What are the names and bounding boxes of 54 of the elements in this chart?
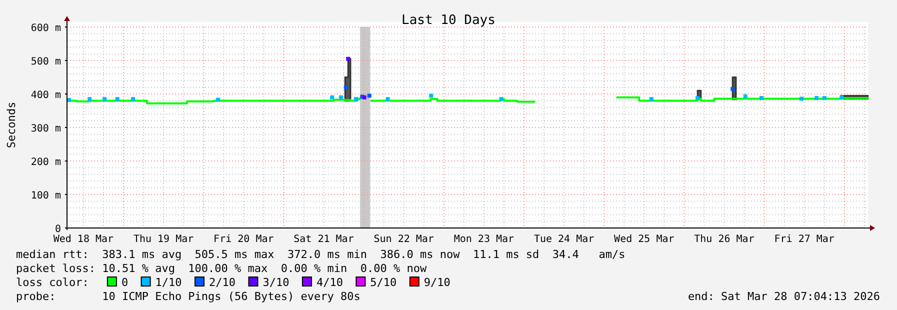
point	[730, 86, 735, 91]
point	[499, 97, 504, 102]
point	[429, 94, 434, 98]
legend-label: 2/10	[209, 276, 236, 289]
point	[696, 96, 700, 100]
point	[102, 97, 107, 102]
point	[760, 96, 764, 100]
x-tick-label: Mon 23 Mar	[454, 234, 514, 245]
y-tick-label: 300 m	[30, 124, 61, 135]
x-tick-label: Sat 21 Mar	[294, 234, 354, 245]
y-tick-label: 500 m	[30, 56, 61, 68]
point	[346, 56, 350, 61]
point	[339, 95, 344, 100]
text: packet loss: 10.51 % avg 100.00 % max 0.00 % min 0.00 % now	[16, 262, 427, 275]
x-tick-label: Fri 20 Mar	[214, 234, 274, 245]
legend-label: 9/10	[424, 276, 450, 289]
x-tick-label: Fri 27 Mar	[774, 234, 834, 245]
point	[130, 97, 135, 102]
legend-label: 0	[121, 276, 128, 289]
x-tick-label: Wed 25 Mar	[614, 234, 674, 245]
point	[840, 95, 844, 100]
point	[814, 96, 819, 100]
x-tick-label: Sun 22 Mar	[374, 234, 434, 245]
y-tick-label: 100 m	[30, 190, 61, 202]
legend-label: 5/10	[370, 276, 397, 289]
text: end: Sat Mar 28 07:04:13 2026	[688, 290, 880, 303]
legend-title: loss color:	[16, 276, 89, 289]
legend-label: 1/10	[155, 276, 182, 289]
legend-label: 3/10	[262, 276, 290, 289]
y-axis-title: Seconds	[5, 102, 18, 148]
legend-label: 4/10	[316, 276, 343, 289]
point	[88, 97, 92, 102]
point	[344, 85, 348, 90]
x-tick-label: Tue 24 Mar	[534, 234, 594, 245]
chart-title: Last 10 Days	[402, 13, 496, 28]
point	[330, 95, 334, 100]
point	[800, 96, 804, 101]
point	[354, 97, 358, 102]
point	[386, 97, 390, 102]
point	[216, 98, 220, 102]
text: median rtt: 383.1 ms avg 505.5 ms max 372.0 ms min 386.0 ms now 11.1 ms sd 34.4 am/s	[16, 248, 626, 261]
y-tick-label: 600 m	[30, 23, 61, 34]
x-tick-label: Wed 18 Mar	[53, 234, 114, 245]
point	[822, 96, 826, 100]
point	[649, 97, 654, 102]
x-tick-label: Thu 26 Mar	[694, 234, 754, 245]
point	[367, 94, 372, 98]
y-tick-label: 0	[54, 224, 61, 235]
point	[743, 94, 748, 98]
y-tick-label: 400 m	[30, 90, 61, 102]
y-tick-label: 200 m	[30, 157, 61, 168]
text: probe: 10 ICMP Echo Pings (56 Bytes) every 80s	[16, 290, 360, 303]
point	[115, 97, 120, 102]
x-tick-label: Thu 19 Mar	[133, 234, 194, 245]
